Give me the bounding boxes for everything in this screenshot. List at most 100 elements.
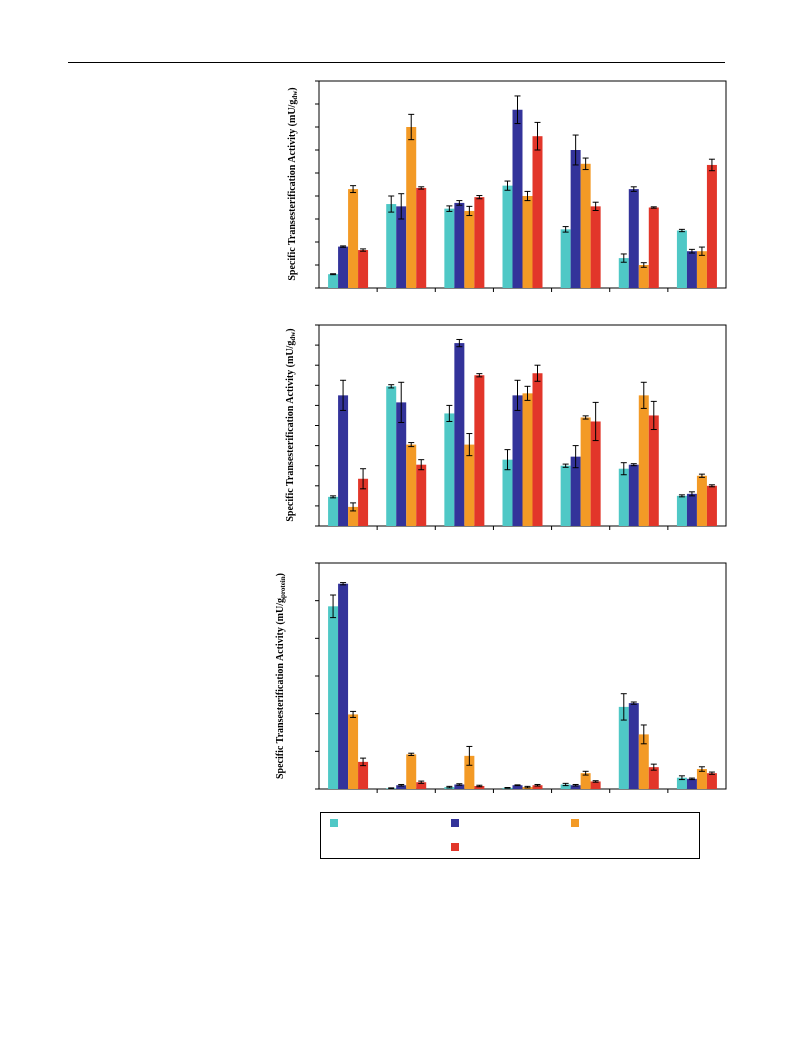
bar-series-3 <box>638 395 649 526</box>
bar-series-4 <box>474 197 485 288</box>
header-rule <box>68 62 725 63</box>
bar-series-4 <box>590 781 601 789</box>
bar-series-2 <box>628 189 639 288</box>
bar-series-4 <box>474 785 485 789</box>
plot-frame-3 <box>318 562 727 790</box>
bar-series-4 <box>590 421 601 526</box>
bar-series-3 <box>696 251 707 288</box>
y-axis-label-main: Specific Transesterification Activity (m… <box>275 598 286 779</box>
bar-series-3 <box>522 393 533 526</box>
bar-series-3 <box>406 444 417 526</box>
y-axis-label-1: Specific Transesterification Activity (m… <box>287 87 299 280</box>
bar-series-1 <box>386 386 397 526</box>
bar-series-2 <box>396 402 407 526</box>
bar-series-1 <box>502 459 513 526</box>
y-axis-label-close: ) <box>275 573 286 576</box>
bar-series-2 <box>338 246 349 288</box>
bar-series-4 <box>706 773 717 789</box>
bar-series-2 <box>396 785 407 789</box>
bar-series-2 <box>686 493 697 526</box>
y-axis-label-close: ) <box>285 328 296 331</box>
bar-series-2 <box>512 395 523 526</box>
chart-legend <box>320 812 700 859</box>
bar-series-3 <box>406 754 417 789</box>
bar-series-4 <box>358 478 369 526</box>
bar-series-4 <box>532 136 543 288</box>
bar-series-2 <box>570 456 581 526</box>
bar-series-2 <box>570 785 581 789</box>
bar-series-1 <box>560 465 571 526</box>
bar-series-2 <box>686 778 697 789</box>
bar-series-3 <box>580 163 591 288</box>
legend-item-series-4 <box>451 843 465 851</box>
bar-series-1 <box>560 229 571 288</box>
y-axis-label-subscript: dw <box>291 90 299 100</box>
bar-series-4 <box>648 207 659 288</box>
bar-series-1 <box>618 706 629 789</box>
bar-series-3 <box>348 189 359 288</box>
bar-series-1 <box>328 496 339 526</box>
bar-series-3 <box>348 714 359 789</box>
bar-series-4 <box>416 782 427 789</box>
bar-series-1 <box>676 495 687 526</box>
legend-item-series-2 <box>451 819 465 827</box>
bar-series-2 <box>512 785 523 789</box>
bar-series-4 <box>706 485 717 526</box>
bar-series-2 <box>454 784 465 789</box>
bar-series-1 <box>560 784 571 789</box>
bar-series-3 <box>464 755 475 789</box>
bar-series-3 <box>696 769 707 789</box>
bar-series-2 <box>570 150 581 288</box>
bar-series-4 <box>416 464 427 526</box>
bar-series-1 <box>618 468 629 526</box>
bar-series-1 <box>676 230 687 288</box>
legend-swatch-series-3 <box>571 819 579 827</box>
bar-series-1 <box>444 413 455 526</box>
legend-item-series-3 <box>571 819 585 827</box>
bar-series-3 <box>406 127 417 288</box>
bar-series-3 <box>638 734 649 789</box>
y-axis-label-main: Specific Transesterification Activity (m… <box>287 100 298 281</box>
bar-series-4 <box>648 767 659 789</box>
bar-series-2 <box>454 202 465 288</box>
bar-series-3 <box>464 210 475 288</box>
bar-series-2 <box>338 583 349 789</box>
bar-series-1 <box>328 274 339 288</box>
bar-series-1 <box>618 258 629 288</box>
bar-series-3 <box>464 444 475 526</box>
bar-series-2 <box>338 395 349 526</box>
legend-swatch-series-4 <box>451 843 459 851</box>
bar-series-4 <box>358 761 369 789</box>
bar-series-4 <box>532 373 543 526</box>
bar-series-3 <box>580 773 591 789</box>
bar-series-1 <box>676 777 687 789</box>
bar-series-3 <box>522 196 533 288</box>
bar-series-2 <box>512 109 523 288</box>
bar-series-2 <box>686 251 697 288</box>
bar-series-1 <box>502 185 513 288</box>
bar-series-4 <box>590 206 601 288</box>
bar-series-3 <box>580 417 591 526</box>
y-axis-label-subscript: protein <box>279 576 287 598</box>
y-axis-label-subscript: dw <box>289 331 297 341</box>
bar-series-4 <box>416 187 427 288</box>
y-axis-label-main: Specific Transesterification Activity (m… <box>285 341 296 522</box>
y-axis-label-3: Specific Transesterification Activity (m… <box>275 573 287 779</box>
legend-swatch-series-1 <box>330 819 338 827</box>
legend-swatch-series-2 <box>451 819 459 827</box>
bar-series-3 <box>348 506 359 526</box>
bar-series-3 <box>696 475 707 526</box>
bar-series-4 <box>706 164 717 288</box>
bar-series-4 <box>532 785 543 789</box>
y-axis-label-2: Specific Transesterification Activity (m… <box>285 328 297 521</box>
bar-series-1 <box>444 208 455 288</box>
y-axis-label-close: ) <box>287 87 298 90</box>
bar-series-2 <box>396 206 407 288</box>
bar-series-3 <box>638 265 649 288</box>
bar-series-4 <box>474 375 485 526</box>
legend-item-series-1 <box>330 819 344 827</box>
bar-series-1 <box>328 606 339 789</box>
bar-series-4 <box>358 250 369 288</box>
bar-series-1 <box>386 204 397 288</box>
